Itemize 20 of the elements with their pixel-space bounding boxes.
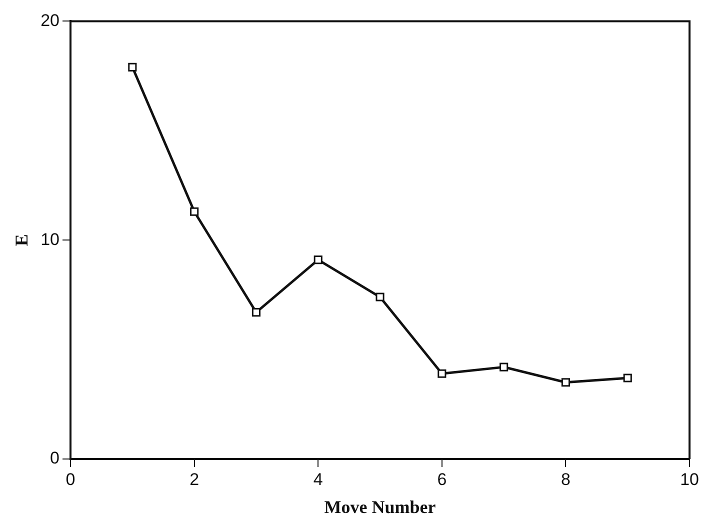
x-tick-label: 10 <box>680 470 700 489</box>
point <box>500 362 508 372</box>
point <box>314 256 322 264</box>
y-tick-label: 20 <box>40 10 60 30</box>
x-axis-title: Move Number <box>324 496 436 517</box>
point <box>623 374 632 382</box>
point <box>252 308 261 317</box>
point <box>438 369 446 378</box>
x-tick-label: 6 <box>437 470 447 489</box>
point <box>128 62 137 72</box>
x-tick-label: 2 <box>190 470 200 489</box>
x-tick-label: 0 <box>66 470 76 489</box>
x-tick-label: 8 <box>561 470 570 489</box>
x-tick-label: 4 <box>313 470 323 489</box>
y-axis-title: E <box>11 234 32 246</box>
point <box>561 378 570 387</box>
y-tick-label: 0 <box>50 448 60 468</box>
y-tick-label: 10 <box>40 230 60 249</box>
point <box>190 207 199 216</box>
point <box>376 292 384 302</box>
